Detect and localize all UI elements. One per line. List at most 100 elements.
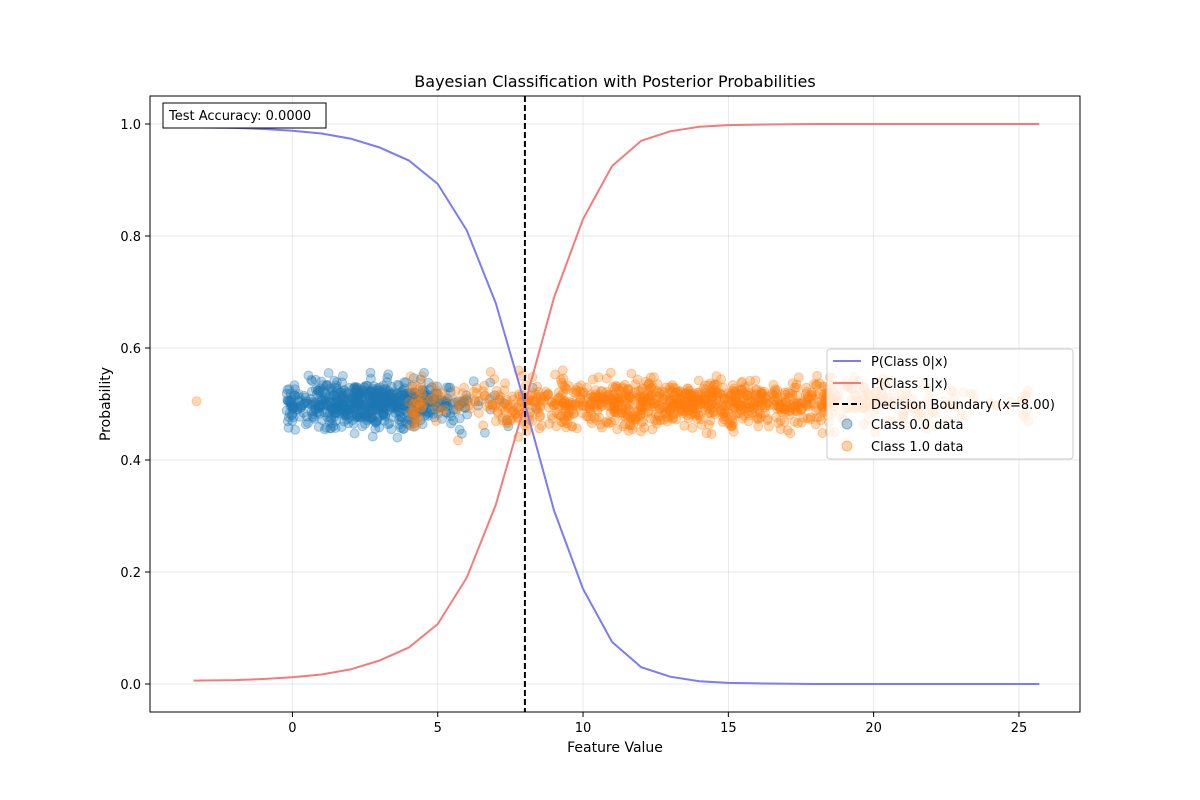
class0-data-point (328, 421, 339, 432)
class1-data-point (654, 391, 665, 402)
class1-data-point (693, 403, 704, 414)
class1-data-point (636, 405, 647, 416)
class1-data-point (693, 375, 704, 386)
class1-data-point (626, 411, 637, 422)
class0-data-point (372, 385, 383, 396)
class1-data-point (662, 412, 673, 423)
class0-data-point (378, 408, 389, 419)
class0-data-point (352, 389, 363, 400)
class1-data-point (750, 390, 761, 401)
class1-data-point (559, 414, 569, 424)
class0-data-point (415, 396, 425, 406)
class0-data-point (380, 387, 391, 398)
class0-data-point (417, 405, 428, 416)
class1-data-point (622, 410, 633, 421)
class0-data-point (403, 414, 414, 425)
class1-data-point (701, 387, 712, 398)
class1-data-point (585, 399, 595, 410)
class0-data-point (407, 381, 418, 392)
class1-data-point (628, 410, 639, 421)
class0-data-point (321, 422, 332, 433)
class1-data-point (599, 396, 610, 406)
class0-data-point (311, 389, 322, 400)
class1-data-point (729, 391, 740, 402)
class1-data-point (497, 412, 508, 423)
class0-data-point (326, 413, 337, 424)
class1-data-point (571, 384, 582, 395)
class1-data-point (411, 420, 421, 431)
class0-data-point (285, 388, 296, 399)
class1-data-point (612, 408, 623, 418)
class1-data-point (575, 392, 586, 403)
class1-data-point (688, 396, 699, 407)
class0-data-point (332, 386, 343, 397)
class1-data-point (590, 397, 601, 407)
class1-data-point (438, 404, 449, 415)
class1-data-point (490, 416, 501, 427)
class0-data-point (377, 399, 388, 410)
class1-data-point (610, 406, 621, 417)
class0-data-point (377, 398, 388, 409)
class0-data-point (342, 409, 353, 420)
class1-data-point (677, 408, 688, 419)
class0-data-point (318, 400, 329, 410)
class1-data-point (492, 406, 503, 417)
class1-data-point (695, 399, 706, 410)
class0-data-point (368, 395, 379, 406)
class1-data-point (756, 412, 767, 423)
class1-data-point (564, 407, 574, 418)
class0-data-point (356, 390, 366, 400)
class0-data-point (445, 408, 456, 419)
class0-data-point (372, 393, 383, 404)
class0-data-point (388, 396, 399, 407)
class0-data-point (369, 391, 380, 402)
class0-data-point (329, 375, 340, 386)
class1-data-point (618, 421, 629, 432)
class1-data-point (715, 388, 726, 399)
class1-data-point (626, 368, 637, 379)
class0-data-point (392, 392, 403, 403)
class1-data-point (614, 385, 625, 396)
class1-data-point (587, 397, 598, 408)
class1-data-point (452, 404, 463, 415)
class1-data-point (616, 394, 626, 405)
class1-data-point (671, 414, 682, 425)
class1-data-point (596, 422, 607, 433)
class1-data-point (736, 400, 747, 411)
class1-data-point (726, 420, 736, 431)
class0-data-point (322, 412, 333, 423)
class0-data-point (310, 399, 321, 410)
class1-data-point (727, 385, 738, 396)
class0-data-point (359, 386, 370, 397)
class0-data-point (370, 404, 381, 415)
class0-data-point (407, 388, 418, 399)
class1-data-point (670, 390, 681, 401)
class1-data-point (567, 404, 578, 415)
class1-data-point (705, 407, 715, 418)
class1-data-point (567, 421, 578, 432)
class1-data-point (673, 399, 684, 410)
class1-data-point (787, 378, 798, 389)
class0-data-point (283, 396, 294, 406)
class1-data-point (506, 407, 517, 418)
class1-data-point (741, 390, 752, 401)
class1-data-point (550, 398, 561, 408)
class0-data-point (370, 416, 381, 427)
class1-data-point (437, 406, 448, 417)
class0-data-point (433, 397, 444, 408)
class0-data-point (392, 379, 403, 390)
class0-data-point (331, 380, 342, 391)
class0-data-point (362, 380, 373, 391)
class1-data-point (551, 408, 562, 418)
class1-data-point (680, 403, 691, 414)
class1-data-point (645, 372, 656, 383)
class1-data-point (564, 396, 575, 407)
class0-data-point (440, 395, 451, 406)
class0-data-point (314, 400, 324, 411)
class1-data-point (511, 408, 522, 419)
class1-data-point (546, 397, 557, 408)
class1-data-point (465, 403, 476, 414)
class1-data-point (694, 410, 705, 421)
class0-data-point (353, 397, 364, 408)
class1-data-point (620, 388, 631, 399)
